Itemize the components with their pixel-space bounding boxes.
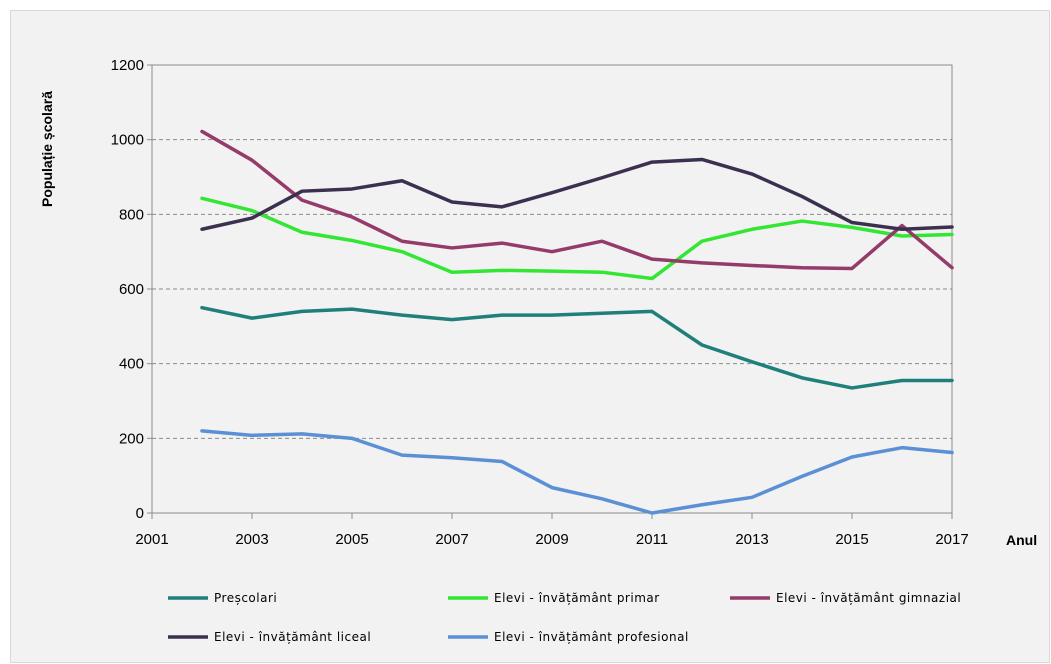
x-tick-label: 2015 [835, 531, 868, 548]
chart-frame [10, 10, 1050, 663]
x-tick-label: 2003 [235, 531, 268, 548]
x-tick-label: 2005 [335, 531, 368, 548]
y-axis-title: Populație școlară [39, 91, 55, 207]
series-line-1 [200, 196, 954, 281]
y-tick-label: 600 [119, 281, 144, 298]
series-line-3 [200, 157, 954, 232]
y-tick-label: 400 [119, 356, 144, 373]
x-axis-title: Anul [1006, 532, 1037, 548]
legend-label: Elevi - învățământ liceal [214, 630, 371, 644]
x-tick-label: 2009 [535, 531, 568, 548]
legend: Preșcolari Elevi - învățământ primar Elevi… [168, 591, 961, 644]
legend-label: Elevi - învățământ profesional [494, 630, 689, 644]
y-tick-label: 1000 [111, 132, 144, 149]
series-line-2 [200, 129, 954, 271]
series-lines [200, 129, 954, 515]
x-tick-label: 2017 [935, 531, 968, 548]
y-tick-label: 200 [119, 430, 144, 447]
y-axis-ticks: 0 200 400 600 800 1000 1200 [111, 57, 152, 522]
y-tick-label: 1200 [111, 57, 144, 74]
x-axis-ticks: 2001 2003 2005 2007 2009 2011 2013 2015 2017 [135, 513, 969, 548]
y-tick-label: 0 [136, 505, 144, 522]
x-tick-label: 2013 [735, 531, 768, 548]
series-line-4 [200, 429, 954, 515]
gridlines [152, 139, 952, 439]
x-tick-label: 2001 [135, 531, 168, 548]
legend-label: Preșcolari [214, 591, 277, 605]
y-tick-label: 800 [119, 206, 144, 223]
legend-label: Elevi - învățământ gimnazial [776, 591, 961, 605]
series-line-0 [200, 305, 954, 390]
x-tick-label: 2007 [435, 531, 468, 548]
legend-label: Elevi - învățământ primar [494, 591, 660, 605]
x-tick-label: 2011 [636, 531, 668, 548]
